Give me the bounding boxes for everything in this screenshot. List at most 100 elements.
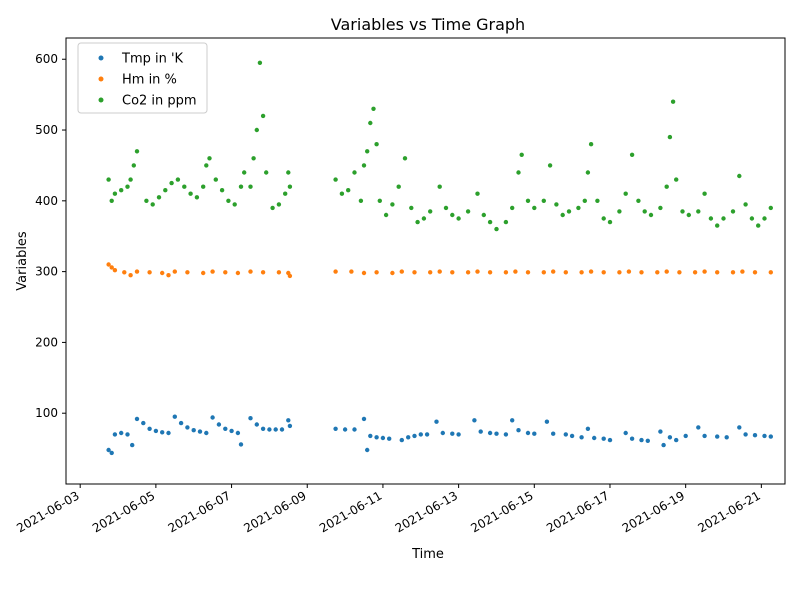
data-point: [254, 127, 259, 133]
data-point: [175, 177, 181, 182]
data-point: [478, 429, 483, 434]
data-point: [617, 209, 622, 214]
data-point: [601, 270, 606, 275]
y-tick-label: 600: [35, 52, 58, 66]
data-point: [270, 205, 275, 211]
data-point: [626, 269, 632, 274]
data-point: [182, 184, 187, 189]
data-point: [692, 270, 698, 275]
data-point: [696, 425, 701, 430]
data-point: [487, 270, 493, 275]
data-point: [264, 170, 269, 175]
data-point: [128, 273, 133, 278]
x-tick-label: 2021-06-13: [393, 488, 460, 535]
x-tick-label: 2021-06-17: [544, 488, 611, 535]
data-point: [607, 219, 613, 225]
data-point: [128, 177, 133, 182]
data-point: [655, 270, 660, 275]
data-point: [226, 198, 231, 203]
data-point: [402, 156, 408, 161]
data-point: [674, 177, 679, 182]
data-point: [374, 142, 379, 147]
data-point: [582, 198, 587, 203]
data-point: [532, 205, 537, 211]
series-1: [106, 262, 773, 279]
data-point: [166, 430, 171, 436]
data-point: [147, 270, 152, 275]
data-point: [210, 269, 215, 274]
data-point: [223, 270, 228, 275]
data-point: [333, 177, 338, 182]
data-point: [119, 430, 124, 436]
data-point: [715, 270, 720, 275]
data-point: [566, 209, 572, 214]
data-point: [465, 209, 471, 214]
data-point: [368, 120, 373, 126]
x-tick-label: 2021-06-19: [620, 488, 687, 535]
data-point: [743, 432, 748, 437]
data-point: [229, 428, 234, 434]
data-point: [481, 212, 486, 218]
data-point: [715, 434, 720, 439]
data-point: [109, 198, 114, 203]
data-point: [623, 430, 628, 436]
data-point: [437, 184, 442, 189]
data-point: [377, 198, 382, 203]
data-point: [658, 429, 663, 434]
data-point: [576, 205, 581, 211]
data-point: [683, 433, 688, 439]
data-point: [150, 202, 155, 207]
data-point: [551, 431, 556, 436]
data-point: [569, 433, 575, 439]
data-point: [730, 209, 736, 214]
data-point: [450, 212, 455, 218]
data-point: [238, 184, 244, 189]
data-point: [106, 177, 111, 182]
data-point: [399, 437, 404, 443]
data-point: [160, 270, 165, 276]
data-point: [390, 270, 395, 276]
data-point: [456, 216, 461, 221]
legend: Tmp in 'K Hm in % Co2 in ppm: [77, 42, 208, 114]
data-point: [276, 202, 282, 207]
data-point: [204, 163, 209, 168]
data-point: [696, 209, 701, 214]
data-point: [178, 420, 184, 426]
data-point: [286, 418, 291, 423]
data-point: [238, 442, 244, 447]
data-point: [273, 427, 278, 432]
data-point: [109, 450, 114, 456]
legend-frame: [77, 42, 208, 114]
data-point: [768, 270, 773, 275]
data-point: [642, 209, 647, 214]
data-point: [134, 269, 140, 274]
data-point: [595, 198, 600, 203]
data-point: [333, 426, 338, 431]
data-point: [248, 416, 253, 421]
data-point: [144, 198, 149, 203]
y-tick-label: 200: [35, 335, 58, 349]
data-point: [204, 430, 209, 436]
data-point: [762, 216, 767, 221]
legend-label: Tmp in 'K: [121, 52, 184, 67]
data-point: [475, 269, 480, 274]
data-point: [617, 270, 622, 275]
data-point: [516, 170, 521, 175]
legend-label: Hm in %: [122, 73, 177, 88]
data-point: [510, 418, 515, 423]
data-point: [210, 415, 215, 420]
data-point: [428, 270, 433, 275]
data-point: [287, 423, 293, 429]
data-point: [396, 184, 401, 189]
data-point: [188, 191, 193, 196]
data-point: [232, 202, 237, 207]
data-point: [677, 270, 682, 275]
data-point: [421, 216, 427, 221]
data-point: [122, 270, 127, 275]
data-point: [702, 433, 707, 439]
data-point: [352, 427, 357, 432]
data-point: [406, 435, 411, 440]
data-point: [134, 416, 140, 422]
data-point: [412, 433, 417, 439]
data-point: [287, 273, 293, 279]
